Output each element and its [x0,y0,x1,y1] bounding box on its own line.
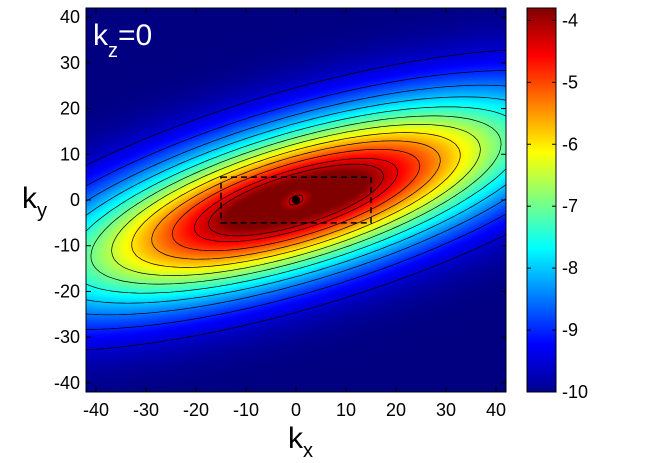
x-tick-label: -20 [183,400,209,420]
y-tick-label: -40 [54,373,80,393]
contour-line [194,158,398,242]
annotation-rest: =0 [118,19,152,52]
x-tick-label: -40 [83,400,109,420]
ylabel-main: k [22,182,38,215]
contour-line [208,163,384,237]
y-tick-label: 20 [60,99,80,119]
colorbar-gradient [526,7,557,393]
annotation-sub: z [108,40,118,62]
contour-line [90,115,502,285]
y-tick-label: -10 [54,236,80,256]
colorbar: -10 -9 -8 -7 -6 -5 -4 [526,7,588,402]
colorbar-ticks: -10 -9 -8 -7 -6 -5 -4 [527,10,588,402]
contour-lines [86,49,506,351]
colorbar-tick-label: -9 [562,320,578,340]
x-tick-label: 0 [291,400,301,420]
y-tick-label: 40 [60,7,80,27]
x-tick-label: -10 [233,400,259,420]
x-tick-label: 30 [436,400,456,420]
panel-annotation: kz=0 [93,19,152,62]
contour-line [86,106,506,294]
contour-line [86,70,506,330]
ylabel-sub: y [37,200,47,222]
x-axis-ticks: -40 -30 -20 -10 0 10 20 30 40 [83,8,506,420]
x-axis-label: kx [288,422,313,462]
colorbar-tick-label: -6 [562,134,578,154]
contour-line [86,84,506,316]
colorbar-tick-label: -7 [562,196,578,216]
colorbar-tick-label: -8 [562,258,578,278]
annotation-main: k [93,19,109,52]
y-tick-label: 0 [70,190,80,210]
heatmap-plot [85,7,507,393]
y-tick-label: -20 [54,281,80,301]
contour-line [171,148,421,252]
xlabel-main: k [288,422,304,455]
x-tick-label: 40 [486,400,506,420]
contour-line [131,132,461,268]
y-axis-ticks: -40 -30 -20 -10 0 10 20 30 40 [54,7,506,393]
colorbar-tick-label: -10 [562,382,588,402]
origin-marker [292,196,300,204]
x-tick-label: -30 [133,400,159,420]
y-tick-label: 30 [60,53,80,73]
dashed-box [220,176,372,224]
y-tick-label: 10 [60,144,80,164]
xlabel-sub: x [303,440,313,462]
contour-line [111,124,481,276]
y-axis-label: ky [22,182,47,222]
contour-line [86,49,506,351]
colorbar-tick-label: -4 [562,10,578,30]
x-tick-label: 20 [386,400,406,420]
y-tick-label: -30 [54,327,80,347]
contour-line [86,96,506,304]
x-tick-label: 10 [336,400,356,420]
colorbar-tick-label: -5 [562,72,578,92]
